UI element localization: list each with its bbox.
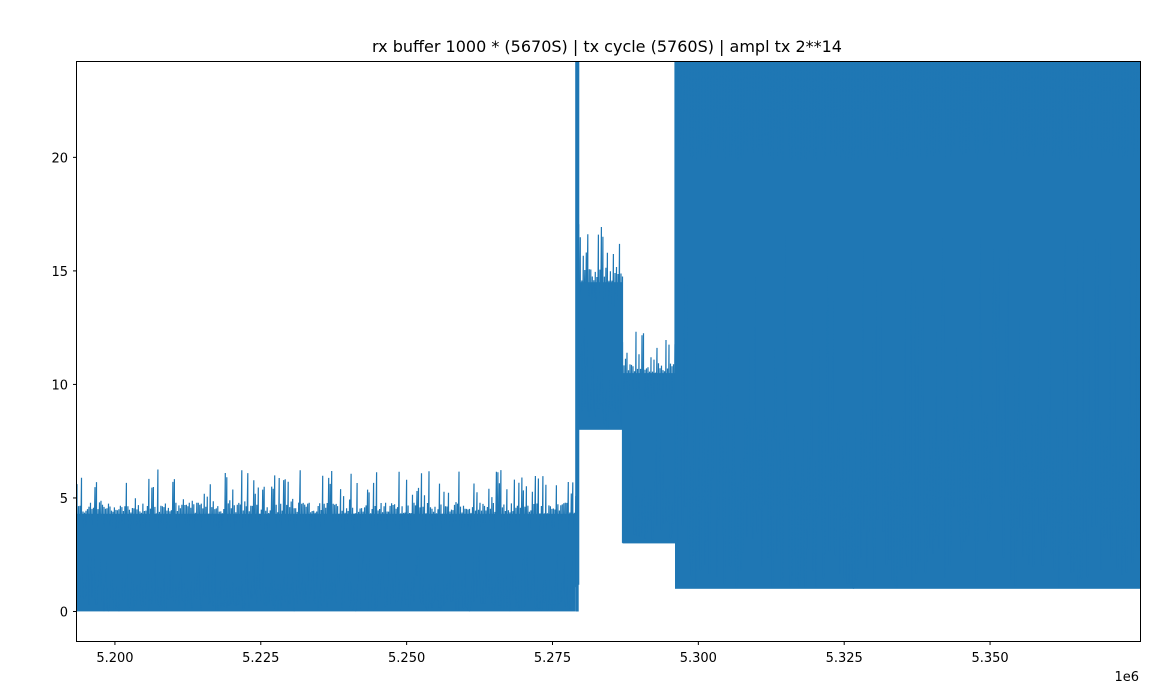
x-tick-label: 5.250 [388,651,425,666]
x-tick-label: 5.325 [826,651,863,666]
chart-title: rx buffer 1000 * (5670S) | tx cycle (576… [372,37,842,56]
series-trace-2 [578,224,624,430]
series-trace-4 [674,61,1141,589]
x-tick-label: 5.200 [96,651,133,666]
y-tick-label: 5 [60,492,68,507]
x-axis: 5.200 5.225 5.250 5.275 5.300 5.325 5.350 [96,641,1009,666]
x-tick-label: 5.300 [680,651,717,666]
y-tick-label: 15 [51,265,68,280]
x-tick-label: 5.350 [971,651,1008,666]
series-trace-1 [575,61,580,585]
y-tick-label: 20 [51,151,68,166]
axes-frame [76,61,1141,642]
y-tick-label: 10 [51,378,68,393]
x-axis-offset-label: 1e6 [1114,670,1139,685]
y-axis: 0 5 10 15 20 [51,151,77,620]
x-tick-label: 5.225 [242,651,279,666]
series-trace-3 [621,331,676,543]
series-trace-0 [76,469,577,612]
y-tick-label: 0 [60,605,68,620]
plot-area [76,61,1141,612]
x-tick-label: 5.275 [534,651,571,666]
